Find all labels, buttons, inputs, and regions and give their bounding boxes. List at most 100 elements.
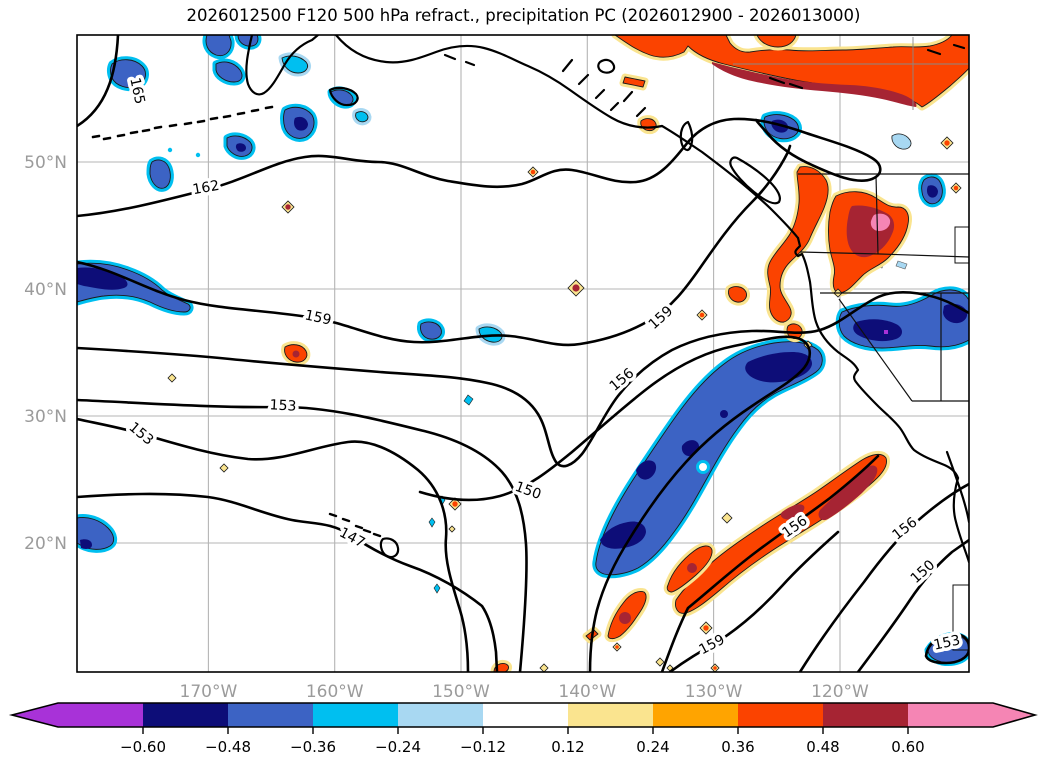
neg-aleutian-speck-0 [167, 147, 173, 153]
coastline-19 [952, 43, 966, 50]
aleutian-island-6 [168, 123, 178, 128]
contour-153-4 [77, 398, 528, 672]
coastline-10 [577, 73, 590, 86]
aleutian-island-3 [129, 130, 139, 135]
pos-dot-14 [655, 657, 665, 667]
border-box-b [952, 584, 969, 651]
neg-aleutian-b [237, 35, 259, 47]
pos-dot-13 [539, 663, 549, 672]
borders [798, 173, 969, 651]
pos-dot-4 [167, 373, 177, 383]
pos-top-band-core [712, 62, 917, 107]
pos-dot-2-core [572, 284, 580, 292]
pos-blob-b-core [619, 612, 631, 624]
contour-label-153-6: 153 [126, 419, 157, 448]
contour-156-3 [77, 291, 969, 468]
colorbar: −0.60 −0.48 −0.36 −0.24 −0.12 0.12 0.24 0.36 0.4… [8, 702, 1038, 756]
hawaii-island-3 [362, 528, 372, 534]
shaded-regions [77, 35, 969, 672]
neg-alberta-pale [891, 133, 912, 150]
colorbar-tick-label-1: −0.48 [205, 738, 251, 756]
pos-ak-dash [622, 76, 646, 88]
neg-aleutian-h [149, 159, 171, 189]
lon-label-120°W: 120°W [811, 682, 869, 702]
contour-156-9 [798, 482, 969, 672]
aleutian-island-4 [141, 128, 151, 133]
coastline-6 [794, 236, 960, 480]
contour-label-159-12: 159 [696, 632, 727, 659]
coastline-14 [622, 90, 634, 103]
neg-band-core-dot [720, 410, 728, 418]
neg-idaho-small-core [926, 185, 938, 198]
neg-nevada-purple-speck [884, 330, 888, 334]
pos-dot-15-core [615, 645, 619, 649]
coastline-1 [328, 86, 359, 107]
map-frame [76, 34, 970, 673]
coastlines [245, 35, 969, 564]
contour-label-156-10: 156 [890, 514, 921, 543]
colorbar-segment-6 [653, 703, 738, 727]
coastline-5 [729, 156, 781, 205]
contour-162-1 [77, 117, 882, 218]
coastline-20 [443, 53, 457, 61]
aleutian-island-11 [236, 111, 246, 116]
coastline-15 [635, 106, 647, 118]
lon-label-160°W: 160°W [306, 682, 364, 702]
colorbar-segment-4 [483, 703, 568, 727]
lon-label-130°W: 130°W [685, 682, 743, 702]
colorbar-tick-label-7: 0.36 [721, 738, 754, 756]
border-2 [875, 175, 879, 255]
neg-aleutian-g-core [235, 143, 246, 152]
aleutian-island-7 [183, 121, 193, 126]
neg-utah-dash-b [895, 260, 908, 270]
contour-156-8 [660, 454, 880, 672]
contour-153-5 [77, 417, 470, 672]
contour-147-6 [77, 492, 499, 672]
aleutian-island-5 [153, 125, 163, 130]
hawaii-island-0 [328, 512, 338, 518]
coastline-11 [594, 88, 606, 100]
hawaii-island-4 [372, 532, 382, 538]
pos-dot-3-core [699, 312, 705, 318]
aleutian-island-8 [196, 119, 206, 124]
colorbar-tick-label-2: −0.36 [290, 738, 336, 756]
coastline-16 [768, 76, 786, 85]
lon-label-170°W: 170°W [180, 682, 238, 702]
coastline-2 [334, 35, 664, 129]
neg-midocean-b [478, 326, 503, 343]
neg-midocean-c [463, 394, 474, 406]
neg-band-central [595, 341, 823, 576]
neg-bering-west [110, 59, 146, 89]
coastline-12 [609, 101, 620, 112]
colorbar-outline [8, 702, 1038, 728]
pos-dot-16-core [703, 625, 709, 631]
pos-subtrop-core-b [780, 504, 805, 520]
coastline-13 [597, 58, 616, 74]
coastline-17 [788, 82, 804, 90]
pos-blob-f [728, 286, 747, 303]
neg-band-core-m1 [636, 460, 657, 480]
colorbar-segment-2 [313, 703, 398, 727]
colorbar-segment-1 [228, 703, 313, 727]
coastline-18 [926, 48, 942, 56]
lat-label-20°N: 20°N [24, 534, 67, 554]
neg-kodiak-tiny [355, 111, 369, 123]
contour-150-10 [856, 538, 969, 672]
aleutian-islands [91, 105, 274, 141]
pos-coastal [767, 166, 829, 323]
neg-aleutian-speck-1 [195, 152, 201, 158]
aleutian-island-9 [209, 116, 219, 121]
hawaii-islands [328, 512, 382, 538]
neg-bering-c [215, 61, 243, 83]
colorbar-segment-0 [143, 703, 228, 727]
pos-dot-12-core [944, 140, 950, 146]
contour-label-159-3: 159 [646, 303, 677, 333]
border-4 [838, 298, 913, 402]
coastline-4 [679, 120, 694, 152]
aleutian-island-2 [116, 133, 126, 138]
aleutian-island-12 [250, 108, 260, 113]
